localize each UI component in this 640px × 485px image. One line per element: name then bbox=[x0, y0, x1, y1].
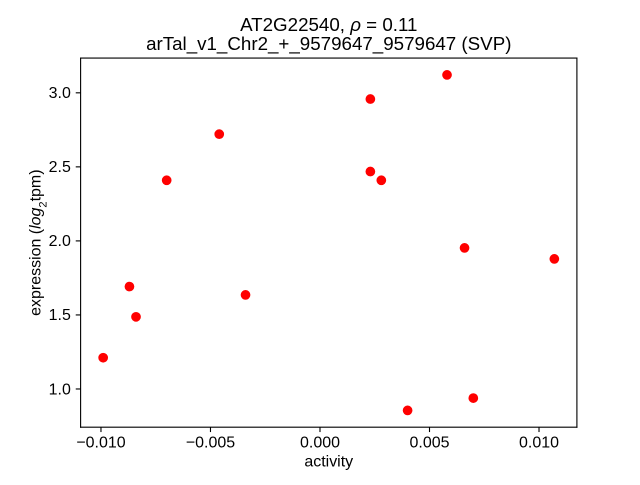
svg-text:−0.005: −0.005 bbox=[186, 434, 235, 451]
svg-text:0.010: 0.010 bbox=[519, 434, 559, 451]
svg-text:2.0: 2.0 bbox=[49, 233, 71, 250]
svg-text:−0.010: −0.010 bbox=[76, 434, 125, 451]
svg-text:0.005: 0.005 bbox=[410, 434, 450, 451]
svg-text:1.0: 1.0 bbox=[49, 381, 71, 398]
svg-text:1.5: 1.5 bbox=[49, 307, 71, 324]
svg-text:0.000: 0.000 bbox=[300, 434, 340, 451]
svg-text:3.0: 3.0 bbox=[49, 85, 71, 102]
svg-text:arTal_v1_Chr2_+_9579647_957964: arTal_v1_Chr2_+_9579647_9579647 (SVP) bbox=[146, 33, 511, 55]
svg-text:activity: activity bbox=[304, 453, 353, 470]
svg-text:2.5: 2.5 bbox=[49, 159, 71, 176]
